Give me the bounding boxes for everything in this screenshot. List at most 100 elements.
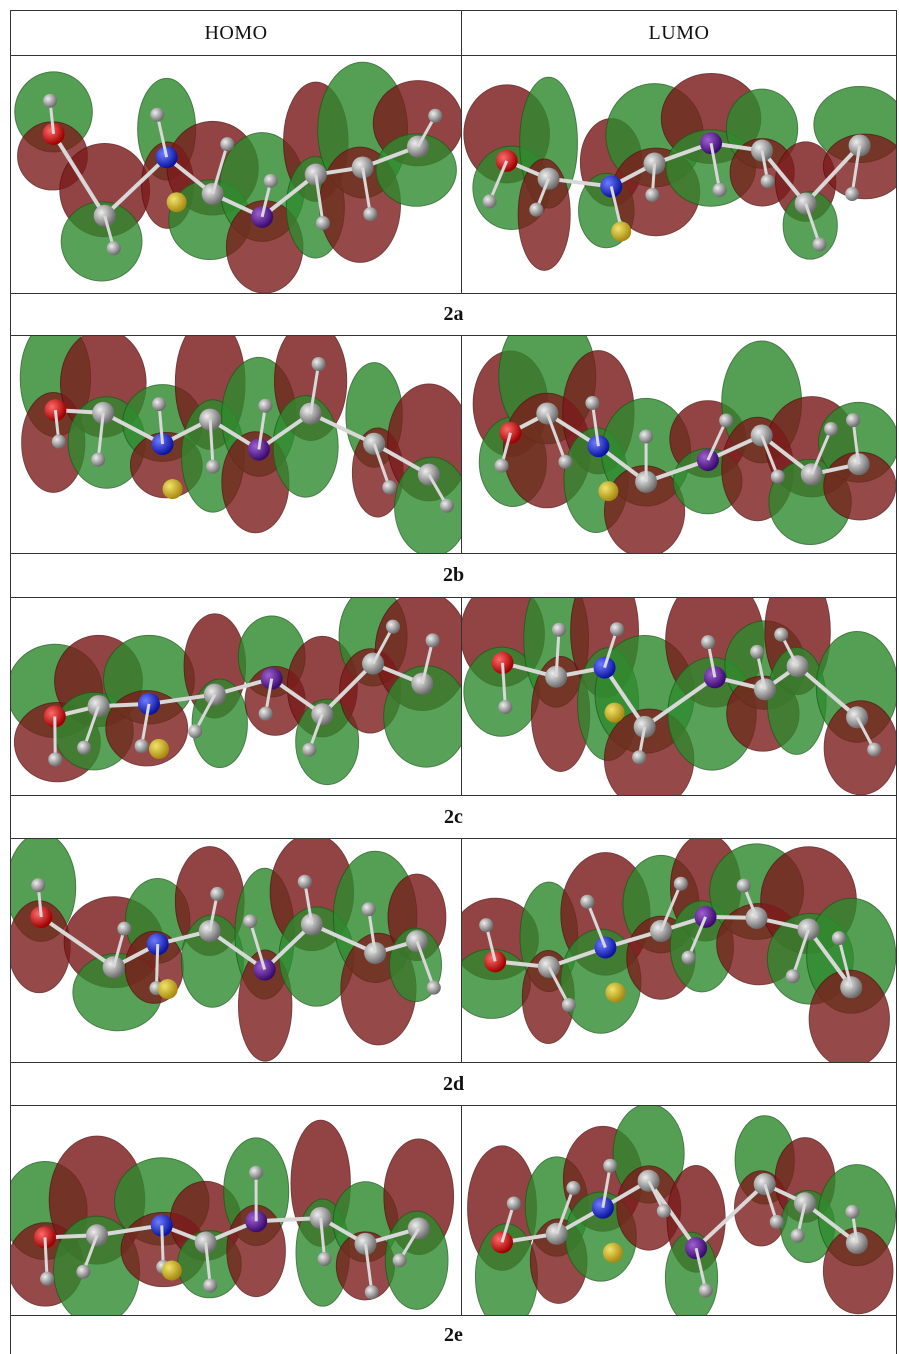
header-cell: HOMO — [10, 10, 462, 56]
atom — [40, 1271, 55, 1286]
bond — [364, 1243, 374, 1293]
bond — [760, 149, 808, 205]
atom — [31, 878, 46, 893]
atom — [317, 1252, 332, 1267]
atom — [656, 1204, 671, 1219]
atom — [673, 876, 688, 891]
bond — [361, 167, 372, 215]
atom — [604, 702, 625, 723]
atom — [247, 438, 270, 461]
atom — [134, 739, 149, 754]
bond — [309, 411, 375, 446]
bond — [791, 929, 810, 977]
atom — [146, 933, 169, 956]
bond — [706, 419, 728, 461]
bond — [760, 434, 780, 478]
orbital-image — [462, 839, 896, 1062]
orbital-cell — [461, 55, 897, 294]
atom — [300, 913, 323, 936]
atom — [48, 752, 63, 767]
atom — [506, 1196, 521, 1211]
atom — [407, 1217, 430, 1240]
atom — [428, 108, 443, 123]
atom — [258, 398, 273, 413]
bond — [260, 172, 318, 219]
bond — [643, 675, 716, 729]
atom — [797, 918, 820, 941]
atom — [77, 740, 92, 755]
bond — [488, 160, 509, 202]
orbital-lobe — [375, 133, 457, 207]
bond — [602, 666, 647, 728]
orbital-lobe — [808, 969, 890, 1062]
orbital-lobe — [822, 133, 896, 200]
orbital-cell — [10, 335, 462, 554]
atom — [311, 703, 334, 726]
atom — [845, 187, 860, 202]
atom — [210, 886, 225, 901]
orbital-cell — [10, 597, 462, 796]
orbital-lobe — [822, 1227, 894, 1315]
atom — [753, 678, 776, 701]
atom — [760, 174, 775, 189]
orbital-cell — [10, 55, 462, 294]
atom — [253, 958, 276, 981]
compound-label: 2b — [10, 553, 897, 598]
atom — [220, 137, 235, 152]
atom — [598, 481, 619, 502]
orbital-lobe — [60, 201, 143, 282]
bond — [314, 174, 325, 224]
atom — [166, 192, 187, 213]
atom — [736, 878, 751, 893]
atom — [482, 194, 497, 209]
atom — [315, 216, 330, 231]
atom — [243, 914, 258, 929]
bond — [248, 920, 267, 971]
atom — [712, 182, 727, 197]
orbital-image — [462, 598, 896, 795]
atom — [846, 706, 869, 729]
bond — [547, 966, 571, 1006]
atom — [580, 894, 595, 909]
orbital-lobe — [295, 698, 360, 786]
atom — [719, 413, 734, 428]
bond — [545, 412, 567, 463]
atom — [700, 132, 723, 155]
atom — [43, 93, 58, 108]
atom — [304, 163, 327, 186]
bond — [96, 412, 105, 460]
orbital-cell — [461, 335, 897, 554]
atom — [297, 874, 312, 889]
atom — [681, 950, 696, 965]
atom — [194, 1231, 217, 1254]
atom — [157, 979, 178, 1000]
bond — [810, 428, 833, 475]
atom — [203, 1278, 218, 1293]
bond — [311, 922, 376, 955]
atom — [769, 1214, 784, 1229]
atom — [585, 395, 600, 410]
bond — [555, 1187, 575, 1235]
atom — [635, 470, 658, 493]
bond — [850, 145, 862, 195]
atom — [425, 633, 440, 648]
orbital-lobe — [603, 465, 686, 553]
header-cell: LUMO — [461, 10, 897, 56]
bond — [208, 929, 266, 972]
bond — [590, 402, 600, 447]
atom — [558, 454, 573, 469]
atom — [593, 656, 616, 679]
bond — [102, 411, 164, 446]
atom — [392, 1253, 407, 1268]
atom — [824, 421, 839, 436]
atom — [831, 931, 846, 946]
atom — [188, 724, 203, 739]
atom — [846, 413, 861, 428]
bond — [40, 915, 115, 969]
atom — [645, 187, 660, 202]
atom — [494, 458, 509, 473]
atom — [812, 237, 827, 252]
compound-label: 2a — [10, 293, 897, 336]
bond — [585, 901, 607, 949]
bond — [140, 703, 151, 747]
